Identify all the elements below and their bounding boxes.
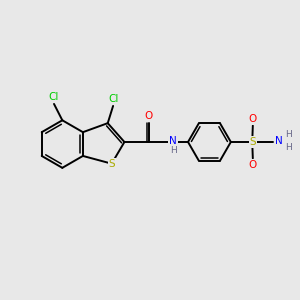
Text: H: H [170,146,176,155]
Text: N: N [169,136,177,146]
Text: S: S [108,159,115,169]
Text: Cl: Cl [108,94,118,104]
Text: S: S [250,137,256,147]
Text: Cl: Cl [49,92,59,102]
Text: H: H [285,130,292,139]
Text: O: O [249,160,257,170]
Text: O: O [249,114,257,124]
Text: H: H [285,143,292,152]
Text: O: O [145,111,153,121]
Text: N: N [274,136,282,146]
